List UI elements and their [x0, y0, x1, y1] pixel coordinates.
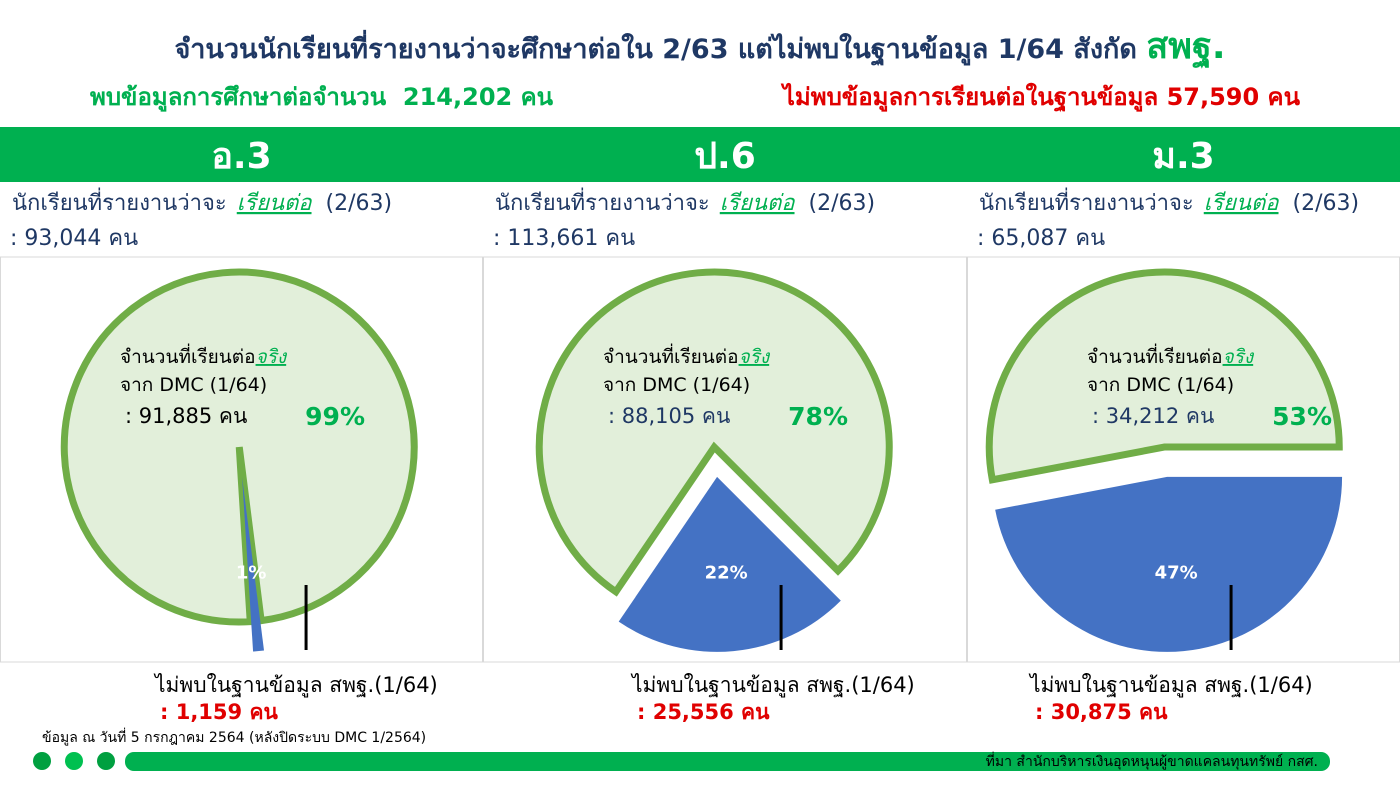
found-text: จำนวนที่เรียนต่อ: [603, 343, 739, 368]
value-label: 99%: [305, 402, 365, 431]
missing-summary: ไม่พบข้อมูลการเรียนต่อในฐานข้อมูล 57,590…: [780, 82, 1301, 113]
dot: [97, 752, 115, 770]
found-count: : 88,105 คน: [608, 404, 730, 428]
found-emph: จริง: [256, 346, 288, 368]
charts: อ.3 นักเรียนที่รายงานว่าจะ เรียนต่อ (2/63):…: [0, 136, 1400, 724]
reported-label: นักเรียนที่รายงานว่าจะ เรียนต่อ (2/63): [979, 187, 1359, 216]
found-source: จาก DMC (1/64): [120, 374, 267, 396]
found-text: จำนวนที่เรียนต่อ: [1087, 343, 1223, 368]
reported-label: นักเรียนที่รายงานว่าจะ เรียนต่อ (2/63): [12, 187, 392, 216]
found-count: : 91,885 คน: [125, 404, 247, 428]
reported-text: นักเรียนที่รายงานว่าจะ: [979, 187, 1194, 216]
reported-term: (2/63): [326, 191, 393, 216]
value-label: 47%: [1155, 563, 1198, 584]
found-summary: พบข้อมูลการศึกษาต่อจำนวน 214,202 คน: [90, 83, 554, 112]
reported-count: : 93,044 คน: [10, 226, 138, 251]
value-label: 53%: [1272, 402, 1332, 431]
missing-count: : 1,159 คน: [160, 700, 278, 724]
reported-term: (2/63): [809, 191, 876, 216]
panel-border: [0, 256, 483, 663]
found-emph: จริง: [739, 346, 771, 368]
found-source: จาก DMC (1/64): [603, 374, 750, 396]
reported-count: : 65,087 คน: [977, 226, 1105, 251]
panel-title: อ.3: [211, 136, 271, 177]
title-text: จำนวนนักเรียนที่รายงานว่าจะศึกษาต่อใน 2/…: [174, 29, 1136, 67]
found-emph: จริง: [1223, 346, 1255, 368]
reported-term: (2/63): [1293, 191, 1360, 216]
reported-emph: เรียนต่อ: [720, 191, 796, 216]
value-label: 1%: [236, 563, 267, 584]
pie-slice: [985, 268, 1343, 484]
found-count: : 34,212 คน: [1092, 404, 1214, 428]
pie-slice: [242, 476, 265, 652]
pie-slice: [60, 268, 418, 626]
source: ที่มา สำนักบริหารเงินอุดหนุนผู้ขาดแคลนทุ…: [986, 752, 1318, 770]
reported-text: นักเรียนที่รายงานว่าจะ: [495, 187, 710, 216]
reported-emph: เรียนต่อ: [1204, 191, 1280, 216]
missing-label: ไม่พบในฐานข้อมูล สพฐ.(1/64): [1028, 673, 1313, 698]
found-label: จำนวนที่เรียนต่อจริง: [603, 343, 771, 368]
pie-slice: [618, 476, 841, 652]
dot: [65, 752, 83, 770]
missing-label: ไม่พบในฐานข้อมูล สพฐ.(1/64): [630, 673, 915, 698]
panel-title: ป.6: [694, 136, 756, 177]
missing-count: : 30,875 คน: [1035, 700, 1168, 724]
value-label: 78%: [788, 402, 848, 431]
dot: [33, 752, 51, 770]
found-source: จาก DMC (1/64): [1087, 374, 1234, 396]
reported-label: นักเรียนที่รายงานว่าจะ เรียนต่อ (2/63): [495, 187, 875, 216]
missing-label: ไม่พบในฐานข้อมูล สพฐ.(1/64): [153, 673, 438, 698]
reported-count: : 113,661 คน: [493, 226, 635, 251]
footer-band: [125, 752, 1330, 771]
header-band: [0, 127, 1400, 182]
panel-border: [483, 256, 967, 663]
pie-slice: [535, 268, 893, 597]
pie-slice: [995, 476, 1343, 652]
value-label: 22%: [705, 563, 748, 584]
reported-text: นักเรียนที่รายงานว่าจะ: [12, 187, 227, 216]
found-text: จำนวนที่เรียนต่อ: [120, 343, 256, 368]
reported-emph: เรียนต่อ: [237, 191, 313, 216]
title-emph: สพฐ.: [1146, 26, 1225, 69]
found-label: จำนวนที่เรียนต่อจริง: [1087, 343, 1255, 368]
found-label: จำนวนที่เรียนต่อจริง: [120, 343, 288, 368]
panel-title: ม.3: [1152, 136, 1214, 177]
footnote: ข้อมูล ณ วันที่ 5 กรกฎาคม 2564 (หลังปิดร…: [42, 728, 426, 746]
missing-count: : 25,556 คน: [637, 700, 770, 724]
title: จำนวนนักเรียนที่รายงานว่าจะศึกษาต่อใน 2/…: [174, 26, 1225, 69]
